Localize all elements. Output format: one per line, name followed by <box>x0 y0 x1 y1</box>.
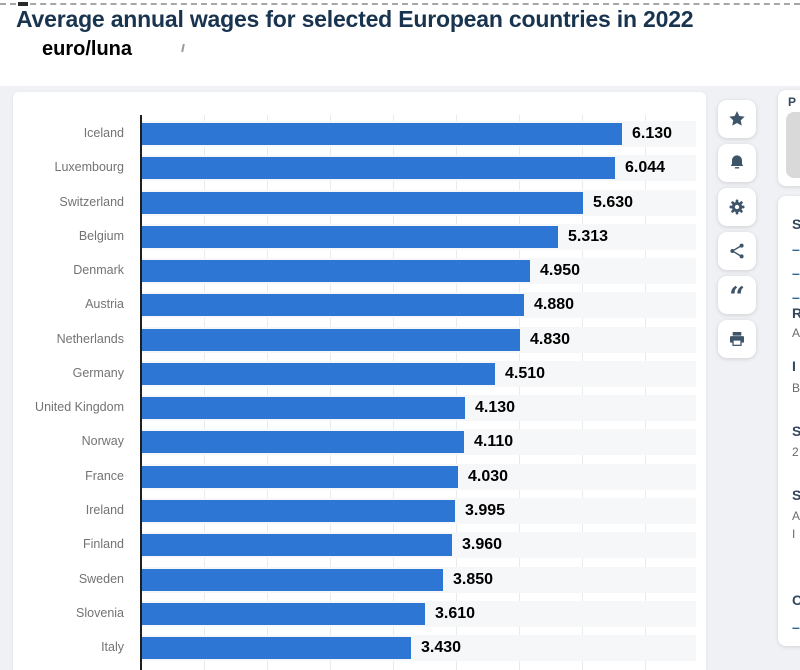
download-card: P <box>778 90 800 186</box>
value-label: 4.950 <box>540 262 581 280</box>
download-button[interactable] <box>786 112 800 178</box>
value-label: 4.030 <box>468 467 509 485</box>
side-panel-text-fragment: S <box>792 216 800 232</box>
value-label: 3.995 <box>465 501 506 519</box>
bar-norway[interactable] <box>142 431 464 454</box>
category-label: France <box>85 468 124 483</box>
side-panel-text-fragment: S <box>792 423 800 439</box>
side-panel-text-fragment: C <box>792 592 800 608</box>
value-label: 6.130 <box>632 125 673 142</box>
share-icon <box>730 243 744 259</box>
chart-unit-subtitle: euro/luna <box>42 38 133 60</box>
bell-icon <box>730 155 744 169</box>
download-card-label: P <box>788 95 797 109</box>
category-labels: Iceland Luxembourg Switzerland Belgium Denma… <box>13 115 132 670</box>
cite-button[interactable]: “ <box>718 276 756 314</box>
bar-slovenia[interactable] <box>142 602 425 625</box>
bar-france[interactable] <box>142 465 458 488</box>
notifications-button[interactable] <box>718 144 756 182</box>
value-label: 4.880 <box>534 296 575 314</box>
category-label: Ireland <box>85 502 124 517</box>
category-label: Denmark <box>73 263 124 278</box>
bar-united-kingdom[interactable] <box>142 397 465 420</box>
category-label: Belgium <box>78 228 124 243</box>
quote-icon: “ <box>729 284 745 306</box>
side-panel-text-fragment: A <box>792 509 800 523</box>
bar-austria[interactable] <box>142 294 524 317</box>
bar-italy[interactable] <box>142 637 411 660</box>
side-panel-link-fragment[interactable]: – <box>792 289 800 305</box>
bar-belgium[interactable] <box>142 225 558 248</box>
category-label: Netherlands <box>56 331 124 346</box>
side-panel-link-fragment[interactable]: – <box>792 619 800 635</box>
svg-text:“: “ <box>729 284 745 306</box>
bar-luxembourg[interactable] <box>142 157 615 180</box>
star-icon <box>729 111 745 126</box>
bar-germany[interactable] <box>142 362 495 385</box>
side-panel-text-fragment: R <box>792 305 800 321</box>
value-label: 4.110 <box>474 433 514 451</box>
printer-icon <box>730 332 744 346</box>
value-label: 6.044 <box>625 159 666 177</box>
value-label: 4.130 <box>475 399 516 417</box>
side-panel-text-fragment: A <box>792 326 800 340</box>
value-label: 5.630 <box>593 193 634 211</box>
top-edge-mark <box>18 2 28 6</box>
settings-button[interactable] <box>718 188 756 226</box>
side-panel-text-fragment: 2 <box>792 445 799 459</box>
value-label: 3.430 <box>421 639 462 657</box>
bar-iceland[interactable] <box>142 123 622 145</box>
bar-sweden[interactable] <box>142 568 443 591</box>
value-label: 3.960 <box>462 536 503 554</box>
bar-switzerland[interactable] <box>142 191 583 214</box>
category-label: Slovenia <box>76 605 124 620</box>
bar-ireland[interactable] <box>142 499 455 522</box>
value-label: 3.610 <box>435 604 476 622</box>
print-button[interactable] <box>718 320 756 358</box>
page-title: Average annual wages for selected Europe… <box>16 6 694 32</box>
bar-denmark[interactable] <box>142 260 530 283</box>
category-label: United Kingdom <box>35 400 124 415</box>
category-label: Iceland <box>83 126 124 140</box>
category-label: Austria <box>85 297 124 312</box>
gear-icon <box>729 199 745 215</box>
value-label: 3.850 <box>453 570 494 588</box>
side-panel-link-fragment[interactable]: – <box>792 241 800 257</box>
category-label: Norway <box>81 434 124 449</box>
bar-finland[interactable] <box>142 534 452 557</box>
category-label: Luxembourg <box>54 160 125 175</box>
bar-netherlands[interactable] <box>142 328 520 351</box>
category-label: Sweden <box>78 571 124 586</box>
category-label: Italy <box>101 640 124 655</box>
side-panel-link-fragment[interactable]: – <box>792 265 800 281</box>
top-dashed-line <box>0 3 800 5</box>
share-button[interactable] <box>718 232 756 270</box>
value-label: 5.313 <box>568 227 609 245</box>
favorite-button[interactable] <box>718 100 756 138</box>
value-label: 4.830 <box>530 330 571 348</box>
category-label: Switzerland <box>59 194 124 209</box>
plot-area: 6.130 6.044 5.630 5.313 4.950 4.880 4.830 4.510… <box>140 115 696 670</box>
side-panel-text-fragment: S <box>792 487 800 503</box>
details-card: S – – – R A I B S 2 S A I C – <box>778 196 800 646</box>
text-cursor-mark <box>181 43 185 53</box>
side-panel-text-fragment: I <box>792 527 796 541</box>
chart-card: Iceland Luxembourg Switzerland Belgium Denma… <box>13 92 706 670</box>
value-label: 4.510 <box>505 364 546 382</box>
side-panel-text-fragment: B <box>792 381 800 395</box>
side-panel-text-fragment: I <box>792 358 796 374</box>
category-label: Germany <box>72 365 124 380</box>
category-label: Finland <box>83 537 124 552</box>
